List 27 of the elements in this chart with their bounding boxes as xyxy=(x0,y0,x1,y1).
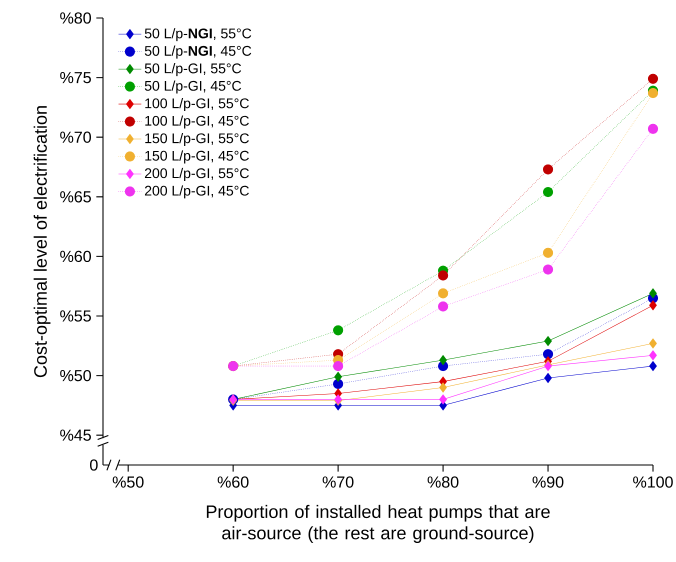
y-tick-label: %45 xyxy=(60,430,91,441)
legend-label: 50 L/p-NGI, 55°C xyxy=(144,28,252,42)
y-tick-label: %80 xyxy=(60,12,91,24)
x-tick-label: %80 xyxy=(428,476,458,488)
legend-label: 200 L/p-GI, 45°C xyxy=(144,185,249,198)
x-tick-label: %60 xyxy=(218,476,249,488)
y-tick-label: %60 xyxy=(60,250,91,262)
legend-label: 50 L/p-NGI, 45°C xyxy=(144,46,252,59)
legend-label: 200 L/p-GI, 55°C xyxy=(144,168,249,181)
x-tick-label: %90 xyxy=(532,476,564,488)
x-tick-label: %70 xyxy=(322,476,354,488)
legend-label: 50 L/p-GI, 45°C xyxy=(144,80,242,94)
y-tick-label: %65 xyxy=(60,191,91,202)
legend-label: 100 L/p-GI, 45°C xyxy=(145,115,249,129)
legend-label: 100 L/p-GI, 55°C xyxy=(145,98,249,112)
legend-label: 150 L/p-GI, 55°C xyxy=(145,132,249,146)
y-axis-title: Cost-optimal level of electrification xyxy=(34,106,50,378)
x-tick-label: %100 xyxy=(633,476,673,488)
y-tick-label: %70 xyxy=(60,132,91,143)
y-tick-label: %55 xyxy=(60,310,91,322)
legend-label: 150 L/p-GI, 45°C xyxy=(145,150,249,164)
x-tick-label: %50 xyxy=(112,476,144,488)
text: 0 xyxy=(90,459,98,471)
legend-label: 50 L/p-GI, 55°C xyxy=(144,63,242,76)
y-tick-label: %50 xyxy=(60,370,91,382)
y-tick-label: %75 xyxy=(60,72,91,84)
x-axis-title: Proportion of installed heat pumps that are air-source (the rest are ground-source) xyxy=(206,504,550,543)
